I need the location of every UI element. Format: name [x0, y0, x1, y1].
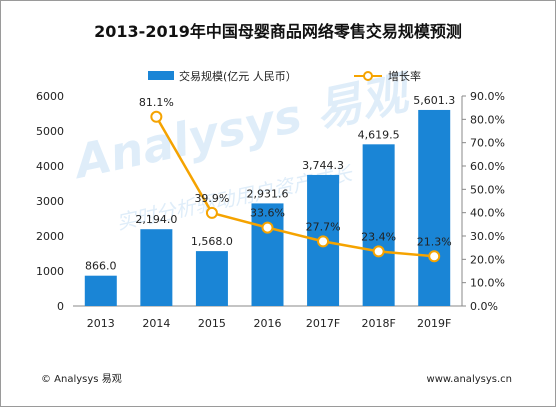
left-tick-label: 4000 [36, 160, 64, 173]
left-tick-label: 5000 [36, 125, 64, 138]
legend-bar-swatch [148, 71, 174, 80]
left-tick-label: 6000 [36, 90, 64, 103]
right-axis: 0.0% 10.0% 20.0% 30.0% 40.0% 50.0% 60.0% 70.0% 8… [462, 90, 505, 313]
left-tick-label: 2000 [36, 230, 64, 243]
right-tick-label: 40.0% [470, 207, 505, 220]
right-tick-label: 30.0% [470, 230, 505, 243]
line-point [317, 235, 330, 248]
rate-value-label: 27.7% [306, 220, 341, 233]
bar-value-label: 1,568.0 [191, 235, 233, 248]
left-axis: 0 1000 2000 3000 4000 5000 6000 [36, 90, 64, 313]
bar-value-label: 5,601.3 [413, 94, 455, 107]
line-point [428, 250, 441, 263]
right-tick-label: 90.0% [470, 90, 505, 103]
x-tick-label: 2013 [87, 317, 115, 330]
bar [84, 275, 117, 306]
bar-value-label: 2,931.6 [247, 187, 289, 200]
bar [251, 203, 284, 306]
legend-line-marker [363, 71, 373, 81]
bar-value-label: 866.0 [85, 260, 117, 273]
x-tick-label: 2018F [361, 317, 395, 330]
legend-line-label: 增长率 [388, 69, 421, 83]
footer-source: © Analysys 易观 [41, 373, 122, 385]
bar-value-label: 4,619.5 [358, 128, 400, 141]
right-tick-label: 80.0% [470, 113, 505, 126]
bar-series [84, 109, 451, 306]
left-tick-label: 3000 [36, 195, 64, 208]
legend-bar-label: 交易规模(亿元 人民币） [179, 69, 297, 83]
left-tick-label: 1000 [36, 265, 64, 278]
x-tick-label: 2017F [306, 317, 340, 330]
x-axis: 2013 2014 2015 2016 2017F 2018F 2019F [87, 317, 452, 330]
chart-title: 2013-2019年中国母婴商品网络零售交易规模预测 [94, 22, 462, 41]
right-tick-label: 50.0% [470, 183, 505, 196]
x-tick-label: 2014 [142, 317, 170, 330]
bar-value-label: 2,194.0 [135, 213, 177, 226]
bar [418, 109, 451, 306]
rate-value-label: 81.1% [139, 96, 174, 109]
line-point [205, 206, 218, 219]
line-path [155, 116, 435, 258]
footer-url: www.analysys.cn [427, 374, 512, 385]
right-tick-label: 20.0% [470, 253, 505, 266]
left-tick-label: 0 [57, 300, 64, 313]
right-tick-label: 70.0% [470, 137, 505, 150]
x-tick-label: 2019F [417, 317, 451, 330]
bar [362, 144, 395, 306]
rate-value-label: 33.6% [250, 207, 285, 220]
line-point [372, 245, 385, 258]
right-tick-label: 60.0% [470, 160, 505, 173]
bar-value-label: 3,744.3 [302, 159, 344, 172]
legend: 交易规模(亿元 人民币） 增长率 [148, 69, 421, 83]
rate-value-label: 39.9% [194, 192, 229, 205]
right-tick-label: 0.0% [470, 300, 498, 313]
bar [195, 251, 228, 306]
line-point [150, 110, 163, 123]
data-labels: 866.0 2,194.0 1,568.0 2,931.6 3,744.3 4,619.5… [85, 94, 455, 273]
x-tick-label: 2015 [198, 317, 226, 330]
line-point [261, 221, 274, 234]
rate-value-label: 23.4% [361, 230, 396, 243]
line-series [150, 110, 441, 263]
rate-value-label: 21.3% [417, 235, 452, 248]
right-tick-label: 10.0% [470, 277, 505, 290]
bar [140, 229, 173, 306]
x-tick-label: 2016 [254, 317, 282, 330]
